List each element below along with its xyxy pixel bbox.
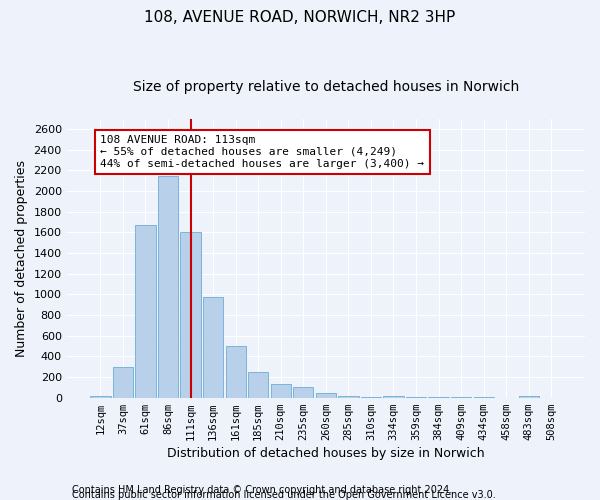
- Bar: [90, 396, 110, 398]
- Text: 108, AVENUE ROAD, NORWICH, NR2 3HP: 108, AVENUE ROAD, NORWICH, NR2 3HP: [145, 10, 455, 25]
- Bar: [383, 396, 404, 398]
- Text: Contains public sector information licensed under the Open Government Licence v3: Contains public sector information licen…: [72, 490, 496, 500]
- Text: 108 AVENUE ROAD: 113sqm
← 55% of detached houses are smaller (4,249)
44% of semi: 108 AVENUE ROAD: 113sqm ← 55% of detache…: [100, 136, 424, 168]
- Bar: [406, 397, 426, 398]
- Bar: [113, 366, 133, 398]
- Bar: [271, 384, 291, 398]
- Bar: [428, 397, 449, 398]
- Y-axis label: Number of detached properties: Number of detached properties: [15, 160, 28, 356]
- Text: Contains HM Land Registry data © Crown copyright and database right 2024.: Contains HM Land Registry data © Crown c…: [72, 485, 452, 495]
- Bar: [226, 346, 246, 398]
- X-axis label: Distribution of detached houses by size in Norwich: Distribution of detached houses by size …: [167, 447, 485, 460]
- Title: Size of property relative to detached houses in Norwich: Size of property relative to detached ho…: [133, 80, 519, 94]
- Bar: [293, 387, 313, 398]
- Bar: [203, 298, 223, 398]
- Bar: [158, 176, 178, 398]
- Bar: [316, 393, 336, 398]
- Bar: [361, 397, 381, 398]
- Bar: [518, 396, 539, 398]
- Bar: [248, 372, 268, 398]
- Bar: [181, 232, 201, 398]
- Bar: [338, 396, 359, 398]
- Bar: [136, 225, 155, 398]
